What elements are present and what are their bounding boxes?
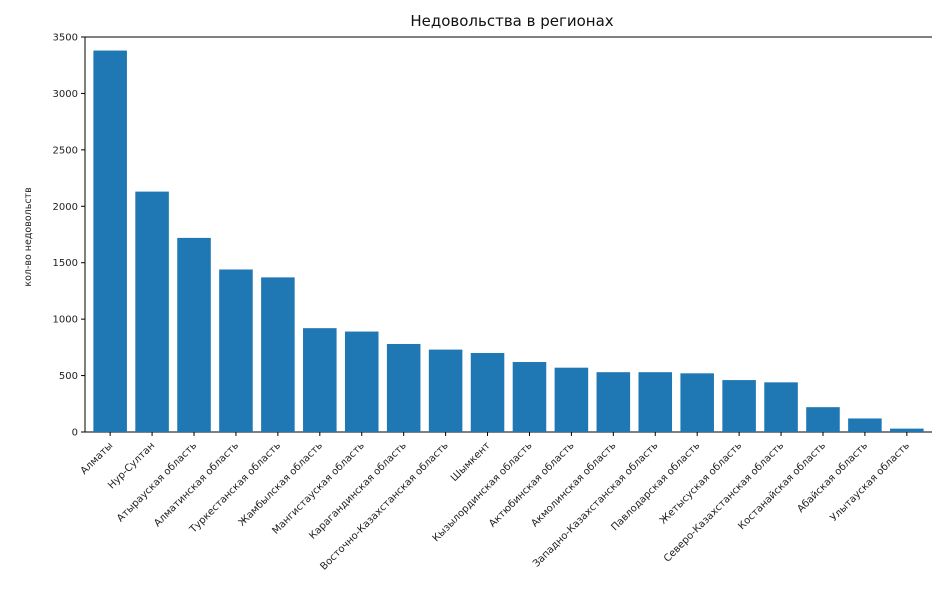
x-tick-label: Павлодарская область [609, 440, 702, 533]
x-tick-label: Жамбылская область [237, 440, 325, 528]
x-tick-label: Жетысуская область [658, 440, 744, 526]
bar [764, 382, 798, 432]
bar [638, 372, 673, 432]
x-tick-label: Акмолинская область [529, 440, 618, 529]
y-tick-label: 0 [72, 428, 78, 439]
chart-title: Недовольства в регионах [410, 12, 613, 30]
bar [93, 50, 127, 433]
bar [344, 331, 379, 432]
bar [512, 362, 547, 432]
bar [386, 343, 421, 432]
bar [722, 380, 756, 432]
x-tick-label: Атырауская область [115, 440, 199, 524]
x-tick-label: Абайская область [795, 440, 870, 515]
x-tick-label: Улытауская область [828, 440, 912, 524]
bar [428, 349, 463, 432]
x-tick-label: Алматинская область [152, 440, 241, 529]
y-tick-label: 3500 [53, 33, 78, 44]
x-tick-label: Костанайская область [736, 440, 828, 532]
bar [596, 372, 631, 432]
bar [680, 373, 714, 432]
y-tick-label: 2000 [53, 202, 78, 213]
bar [806, 407, 840, 432]
bar [470, 353, 505, 432]
y-tick-label: 1500 [53, 258, 78, 269]
bar [848, 418, 882, 432]
y-ticks: 0 500 1000 1500 2000 2500 3000 3500 [53, 33, 85, 439]
bar [261, 277, 295, 432]
bar [135, 191, 169, 432]
y-tick-label: 2500 [53, 145, 78, 156]
y-tick-label: 500 [59, 371, 78, 382]
x-tick-label: Шымкент [449, 440, 493, 484]
bar [554, 367, 589, 432]
bar [219, 269, 253, 432]
x-tick-label: Алматы [79, 440, 116, 477]
bars [93, 50, 924, 433]
y-axis-label: кол-во недовольств [23, 187, 34, 287]
y-tick-label: 1000 [53, 315, 78, 326]
bar [303, 328, 337, 432]
bar [177, 237, 211, 432]
axes [84, 36, 932, 433]
x-tick-label: Актюбинская область [487, 440, 576, 529]
y-tick-label: 3000 [53, 89, 78, 100]
bar [890, 428, 924, 432]
